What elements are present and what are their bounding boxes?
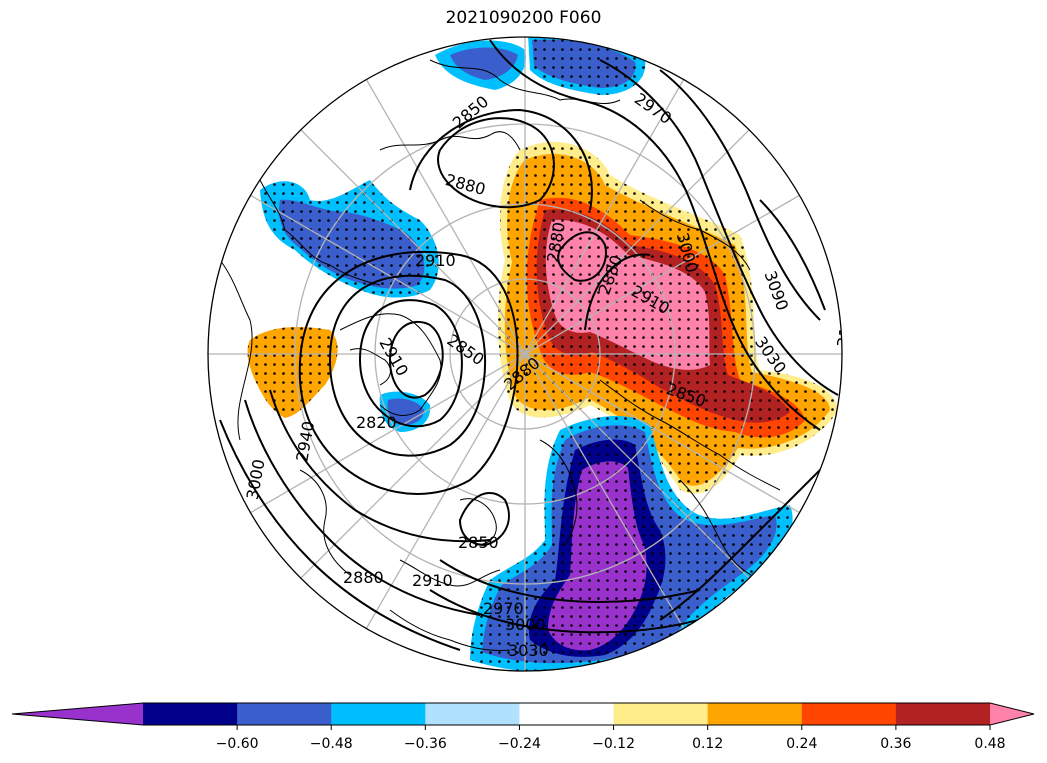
contour-label: 3000 [505,615,546,634]
colorbar-tick-label: 0.12 [692,736,723,752]
map-title: 2021090200 F060 [445,8,602,28]
colorbar-tick-label: −0.48 [310,736,353,752]
colorbar-tick-label: 0.48 [974,736,1005,752]
colorbar-segment [895,703,991,725]
colorbar-extend-high [990,703,1034,725]
colorbar-segments [12,703,1034,725]
colorbar-segment [425,703,520,725]
colorbar-tick-label: −0.60 [216,736,259,752]
colorbar-segment [331,703,426,725]
contour-label: 2970 [483,599,524,618]
contour-label: 2910 [412,571,453,590]
colorbar-segment [143,703,238,725]
colorbar-segment [519,703,615,725]
colorbar-tick-label: 0.36 [880,736,911,752]
contour-label: 3030 [508,641,549,660]
warm-anomaly-north [498,141,838,494]
contour-label: 3120 [833,306,859,349]
colorbar-segment [613,703,709,725]
colorbar-ticks: −0.60 −0.48 −0.36 −0.24 −0.12 0.12 0.24 0.36 0.4… [216,725,1006,752]
cold-anomaly-greenland [379,391,431,432]
map-boundary [207,36,843,672]
contour-label: 2850 [458,533,499,552]
cold-anomaly-northwest [260,180,439,298]
colorbar-tick-label: −0.36 [404,736,447,752]
colorbar-segment [707,703,803,725]
colorbar-segment [237,703,332,725]
cold-anomaly-south [470,415,793,671]
colorbar-outline [11,702,1035,726]
colorbar-extend-low [12,703,143,725]
contour-label: 2820 [356,413,397,432]
warm-anomaly-west [247,327,338,418]
contour-label: 2880 [343,568,384,587]
colorbar-tick-label: −0.24 [498,736,541,752]
colorbar-segment [801,703,897,725]
polar-map: 2850 2970 2880 2910 2880 2880 2910 2850 … [207,36,859,672]
colorbar-tick-label: −0.12 [592,736,635,752]
contour-label: 2910 [415,251,456,270]
cold-anomaly-top [435,37,646,95]
colorbar-tick-label: 0.24 [786,736,817,752]
colorbar: −0.60 −0.48 −0.36 −0.24 −0.12 0.12 0.24 0.36 0.4… [11,702,1035,752]
